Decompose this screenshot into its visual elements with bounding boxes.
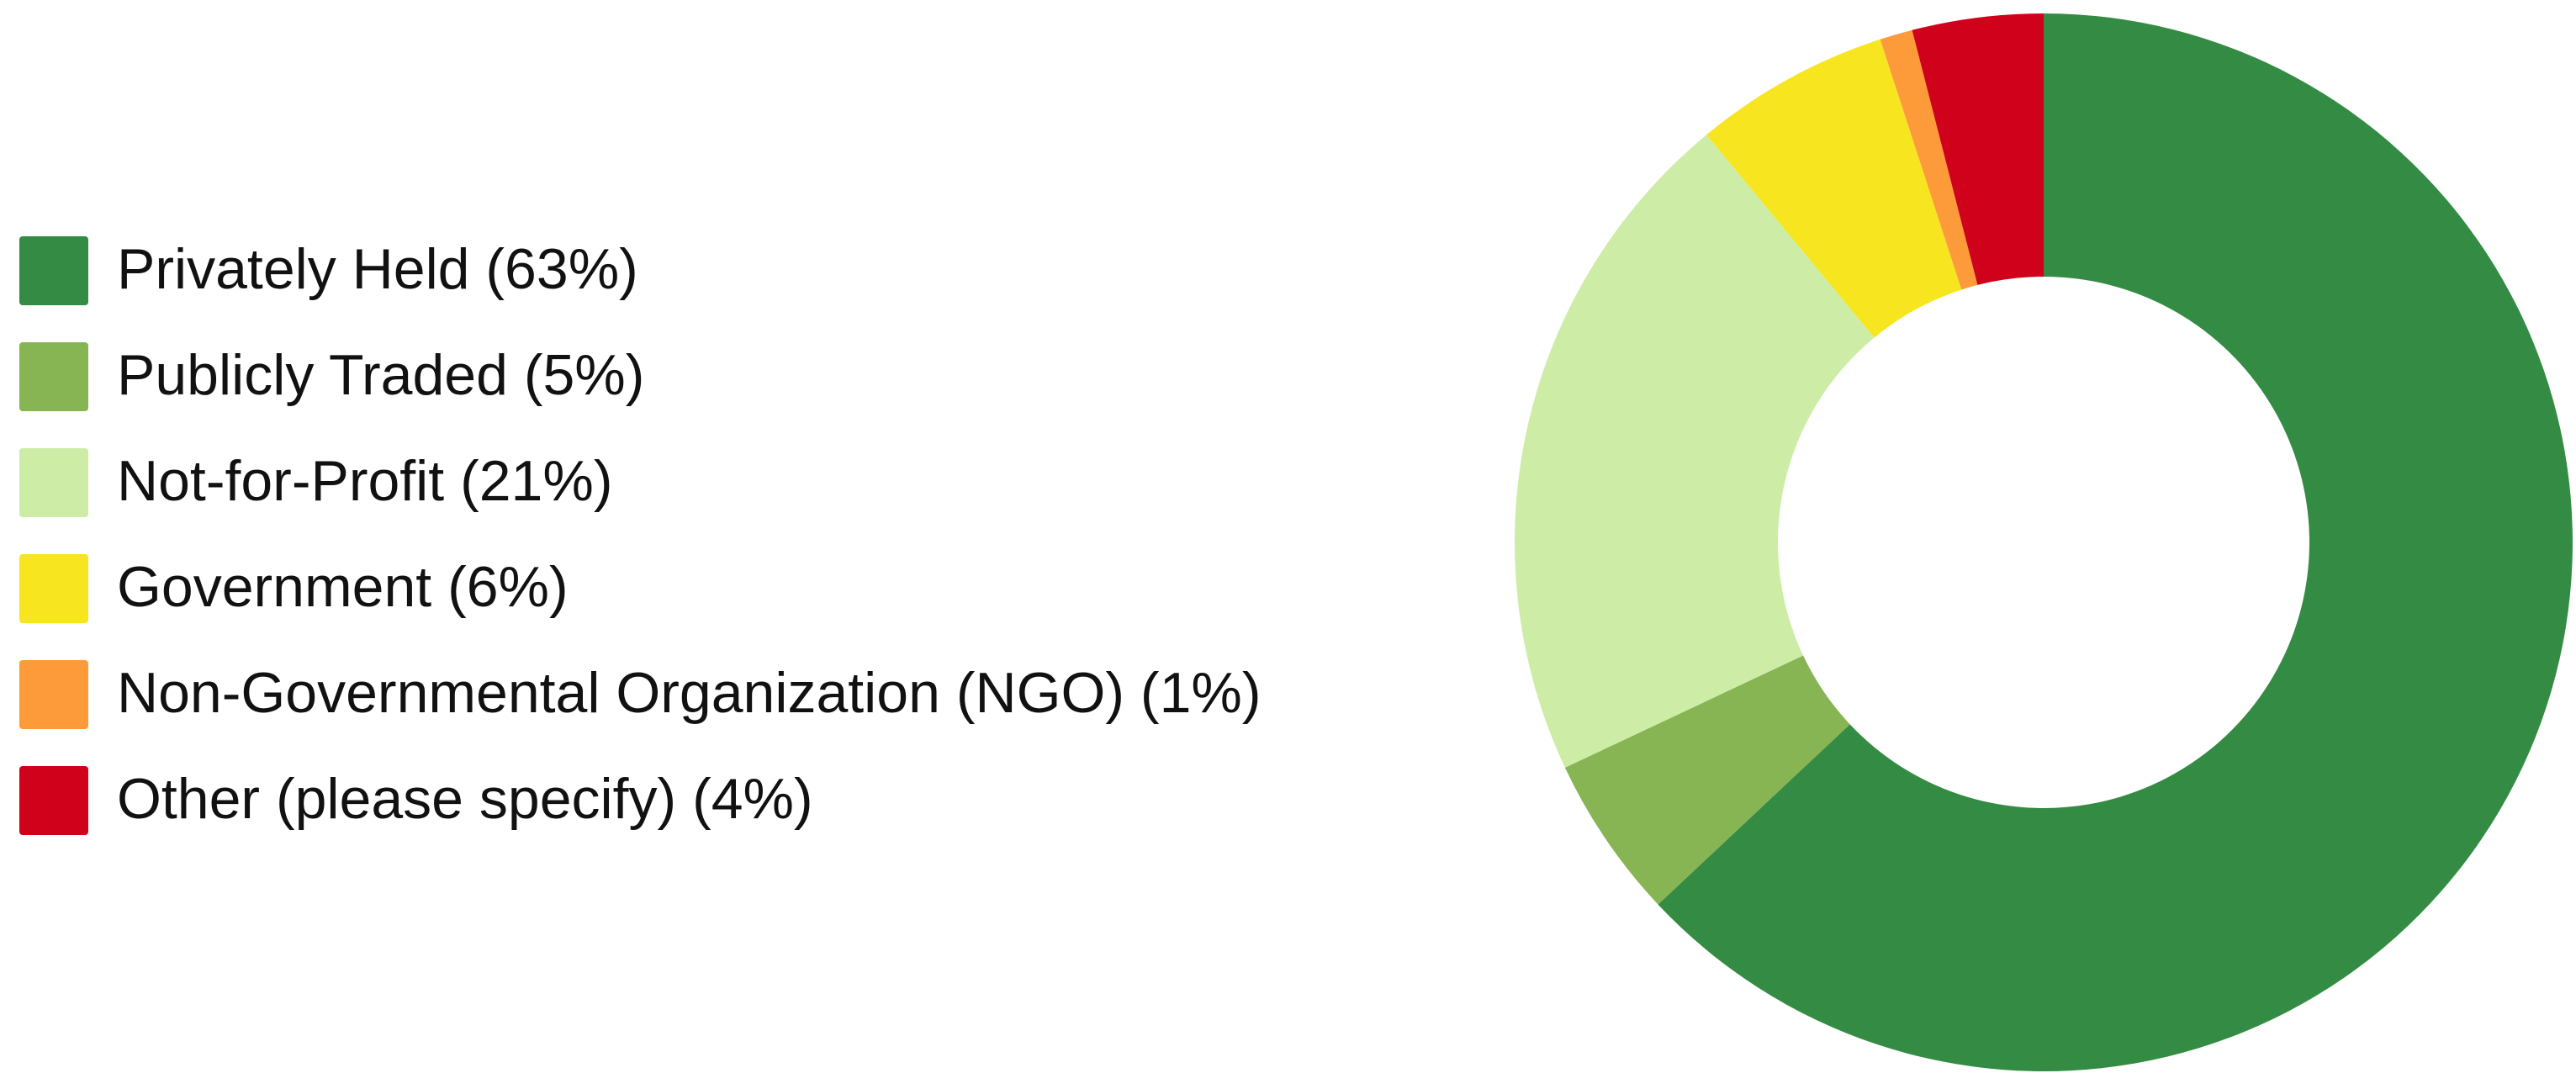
donut-slice xyxy=(1912,13,2044,285)
donut-slice xyxy=(1658,13,2573,1071)
legend-swatch xyxy=(19,236,88,305)
legend-swatch xyxy=(19,448,88,517)
legend-label: Publicly Traded (5%) xyxy=(117,343,644,407)
legend-label: Government (6%) xyxy=(117,555,569,619)
legend-value: (21%) xyxy=(460,449,612,513)
donut-slice xyxy=(1880,29,1978,290)
legend-category: Non-Governmental Organization (NGO) xyxy=(117,661,1124,725)
legend-swatch xyxy=(19,342,88,411)
donut-slice xyxy=(1564,655,1850,905)
legend-value: (4%) xyxy=(692,767,813,831)
legend-swatch xyxy=(19,766,88,835)
donut-slice xyxy=(1706,39,1962,338)
legend-value: (6%) xyxy=(447,555,569,619)
donut-slice xyxy=(1515,135,1875,768)
legend-category: Privately Held xyxy=(117,237,470,301)
legend-label: Privately Held (63%) xyxy=(117,237,638,301)
legend-category: Other (please specify) xyxy=(117,767,676,831)
legend-value: (63%) xyxy=(485,237,637,301)
legend-label: Non-Governmental Organization (NGO) (1%) xyxy=(117,661,1262,725)
legend-category: Not-for-Profit xyxy=(117,449,444,513)
legend-category: Publicly Traded xyxy=(117,343,508,407)
legend-label: Not-for-Profit (21%) xyxy=(117,449,612,513)
legend-value: (5%) xyxy=(524,343,645,407)
legend-swatch xyxy=(19,554,88,623)
legend-category: Government xyxy=(117,555,431,619)
legend-value: (1%) xyxy=(1140,661,1262,725)
legend-label: Other (please specify) (4%) xyxy=(117,767,813,831)
legend-swatch xyxy=(19,660,88,729)
